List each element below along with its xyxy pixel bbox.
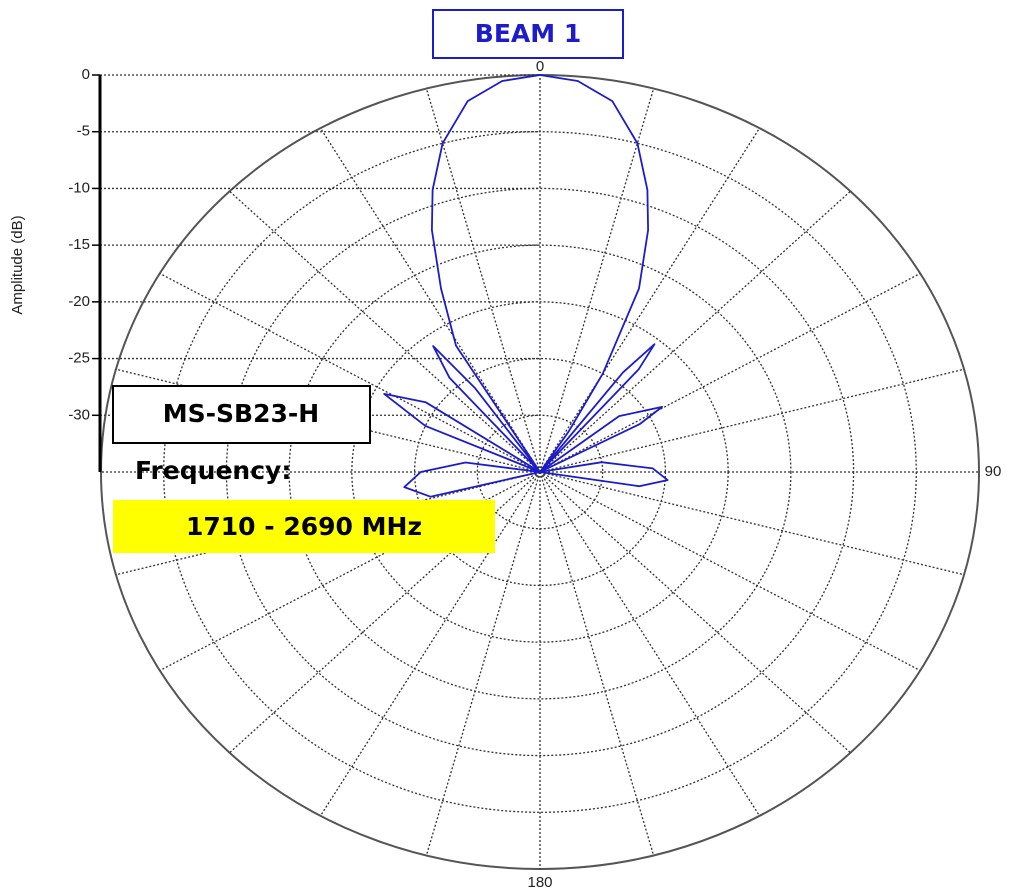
theta-grid-line: [539, 368, 965, 473]
plot-area: [383, 74, 669, 498]
frequency-box: [113, 500, 495, 553]
r-tick-label: -30: [68, 406, 90, 423]
theta-grid-line: [539, 127, 761, 473]
r-tick-label: 0: [82, 66, 90, 83]
theta-grid-line: [539, 471, 921, 672]
r-tick-label: -20: [68, 293, 90, 310]
theta-grid-line: [115, 471, 541, 576]
theta-grid-line: [539, 471, 655, 856]
theta-grid-line: [539, 471, 851, 754]
grid-ring: [288, 244, 792, 700]
theta-tick-label: 0: [536, 58, 544, 75]
r-tick-label: -25: [68, 350, 90, 367]
r-tick-label: -5: [77, 123, 90, 140]
theta-grid-line: [539, 88, 655, 473]
y-axis-label: Amplitude (dB): [9, 215, 26, 314]
theta-grid-line: [539, 190, 851, 473]
chart-title: BEAM 1: [475, 19, 581, 48]
pattern-line: [383, 74, 669, 498]
theta-grid-line: [425, 471, 541, 856]
theta-grid-line: [425, 88, 541, 473]
r-tick-label: -10: [68, 179, 90, 196]
theta-grid-line: [539, 272, 921, 473]
frequency-label: Frequency:: [135, 456, 291, 485]
theta-grid-line: [229, 190, 541, 473]
r-tick-label: -15: [68, 236, 90, 253]
title-box: [432, 9, 624, 59]
theta-grid-line: [539, 471, 965, 576]
theta-grid-line: [539, 471, 761, 817]
theta-tick-label: 90: [985, 463, 1002, 480]
theta-grid-line: [159, 471, 541, 672]
theta-grid-line: [159, 272, 541, 473]
model-box: [112, 385, 371, 444]
frequency-value: 1710 - 2690 MHz: [186, 512, 422, 541]
model-label: MS-SB23-H: [163, 399, 319, 428]
theta-tick-label: 180: [527, 874, 552, 891]
theta-grid-line: [115, 368, 541, 473]
